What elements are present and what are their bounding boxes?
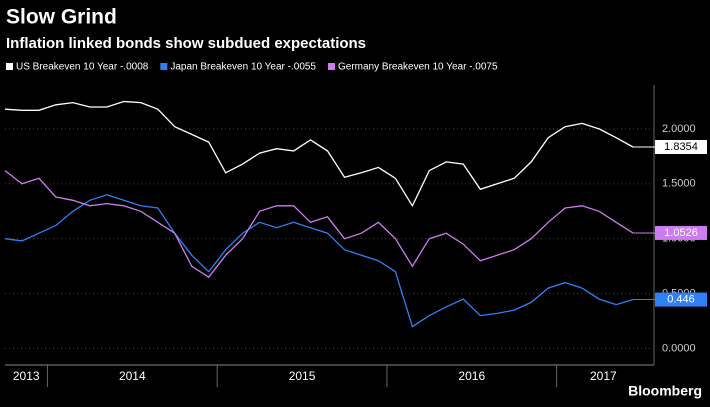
legend-swatch (6, 63, 13, 70)
chart-subtitle: Inflation linked bonds show subdued expe… (6, 35, 366, 52)
series-line (4, 170, 634, 279)
series-line (4, 194, 634, 328)
legend-swatch (328, 63, 335, 70)
y-tick-label: 2.0000 (662, 123, 696, 135)
y-tick-label: 1.5000 (662, 178, 696, 190)
legend-label: Germany Breakeven 10 Year -.0075 (338, 62, 498, 73)
legend-label: US Breakeven 10 Year -.0008 (16, 62, 149, 73)
x-tick-label: 2017 (590, 369, 617, 383)
legend-label: Japan Breakeven 10 Year -.0055 (170, 62, 316, 73)
series-line (4, 100, 634, 208)
x-tick-label: 2014 (119, 369, 146, 383)
y-tick-label: 0.0000 (662, 342, 696, 354)
chart-title: Slow Grind (6, 6, 117, 29)
x-tick-label: 2015 (289, 369, 316, 383)
last-value-label: 0.446 (667, 293, 695, 305)
last-value-label: 1.0526 (664, 227, 698, 239)
legend-swatch (160, 63, 168, 70)
source: Bloomberg (628, 383, 702, 399)
last-value-box (655, 292, 707, 307)
last-value-box (655, 139, 707, 154)
x-tick-label: 2013 (13, 369, 40, 383)
x-tick-label: 2016 (458, 369, 485, 383)
last-value-box (655, 225, 707, 240)
last-value-label: 1.8354 (664, 141, 698, 153)
